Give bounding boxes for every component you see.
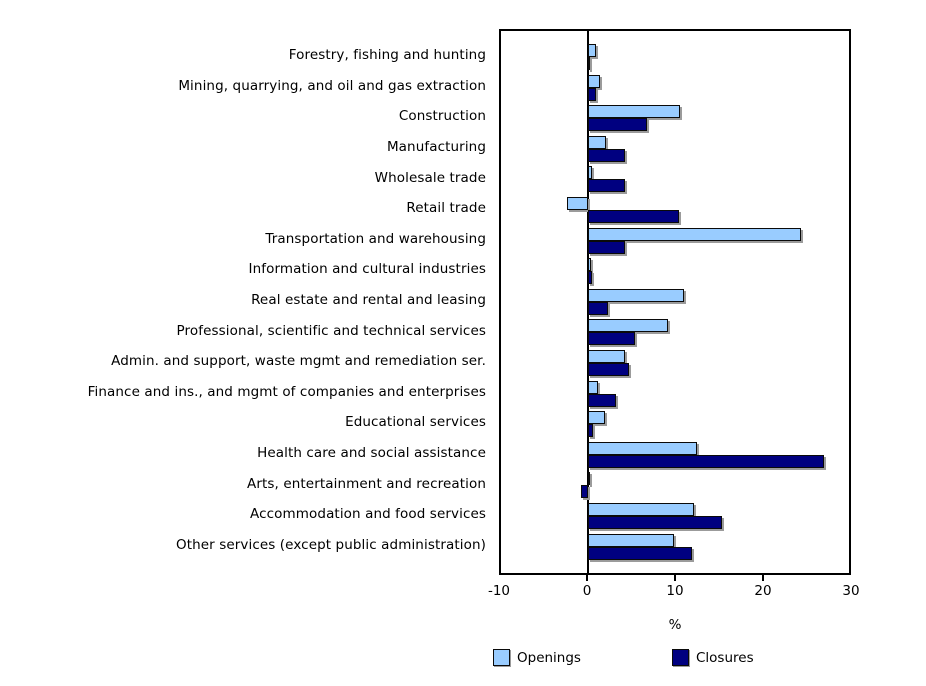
bar-row [501,348,849,379]
openings-bar [588,288,684,302]
openings-bar [588,105,681,119]
openings-bar [588,135,607,149]
legend-item-closures: Closures [672,649,754,666]
x-tick-mark [762,575,764,581]
x-tick-label: 20 [754,583,772,599]
category-label: Educational services [345,414,486,431]
category-label: Accommodation and food services [250,506,486,523]
bar-row [501,532,849,563]
x-tick-label: 10 [666,583,684,599]
category-label: Transportation and warehousing [265,230,486,247]
x-tick-label: 0 [582,583,592,599]
category-label: Real estate and rental and leasing [251,292,486,309]
closures-bar [588,332,635,346]
openings-bar [588,380,599,394]
legend-label: Openings [517,649,581,666]
openings-bar [588,411,606,425]
category-label: Retail trade [406,200,486,217]
closures-bar [588,393,616,407]
category-label: Admin. and support, waste mgmt and remed… [111,353,486,370]
closures-bar [588,118,648,132]
bar-row [501,287,849,318]
category-label: Arts, entertainment and recreation [247,475,486,492]
category-axis-labels: Forestry, fishing and hunting Mining, qua… [0,40,486,561]
x-tick-label: 30 [842,583,860,599]
bar-row [501,409,849,440]
category-label: Other services (except public administra… [175,536,486,553]
closures-bar [588,240,625,254]
openings-bar [588,319,669,333]
bar-row [501,164,849,195]
closures-bar [588,301,608,315]
bar-row [501,317,849,348]
closures-bar [588,87,596,101]
closures-bar [588,515,722,529]
x-tick-label: -10 [487,583,511,599]
category-label: Information and cultural industries [248,261,486,278]
category-label: Mining, quarrying, and oil and gas extra… [178,77,486,94]
closures-bar [588,179,625,193]
x-axis-unit-label: % [668,617,682,633]
closures-swatch-icon [672,649,689,666]
category-label: Finance and ins., and mgmt of companies … [87,383,486,400]
closures-bar [588,546,693,560]
bar-row [501,42,849,73]
category-label: Professional, scientific and technical s… [176,322,486,339]
bar-row [501,379,849,410]
closures-bar [588,454,824,468]
category-label: Manufacturing [386,139,486,156]
bar-row [501,73,849,104]
x-tick-mark [586,575,588,581]
openings-swatch-icon [493,649,510,666]
bar-row [501,134,849,165]
closures-bar [588,57,590,70]
legend: Openings Closures [493,649,893,671]
closures-bar [588,271,593,285]
closures-bar [588,362,629,376]
openings-bar [588,502,695,516]
bar-row [501,256,849,287]
bar-row [501,103,849,134]
bar-row [501,470,849,501]
category-label: Forestry, fishing and hunting [288,47,486,64]
bar-row [501,226,849,257]
openings-bar [588,349,626,363]
category-label: Construction [398,108,486,125]
category-label: Wholesale trade [374,169,486,186]
x-axis-tick-marks [499,575,851,582]
closures-bar [588,209,680,223]
closures-bar [588,148,626,162]
openings-bar [567,196,588,210]
openings-bar [588,258,592,272]
bar-rows [501,42,849,562]
legend-item-openings: Openings [493,649,581,666]
closures-bar [588,424,594,438]
category-label: Health care and social assistance [257,445,486,462]
openings-bar [588,166,593,180]
openings-bar [588,472,590,486]
plot-area [499,29,851,575]
bar-row [501,501,849,532]
openings-bar [588,44,596,57]
openings-bar [588,533,675,547]
legend-label: Closures [696,649,754,666]
x-axis-tick-labels: -10 0 10 20 30 [488,583,860,601]
bar-row [501,195,849,226]
openings-bar [588,441,697,455]
bar-row [501,440,849,471]
openings-bar [588,227,802,241]
closures-bar [581,485,588,499]
openings-bar [588,74,601,88]
x-tick-mark [674,575,676,581]
